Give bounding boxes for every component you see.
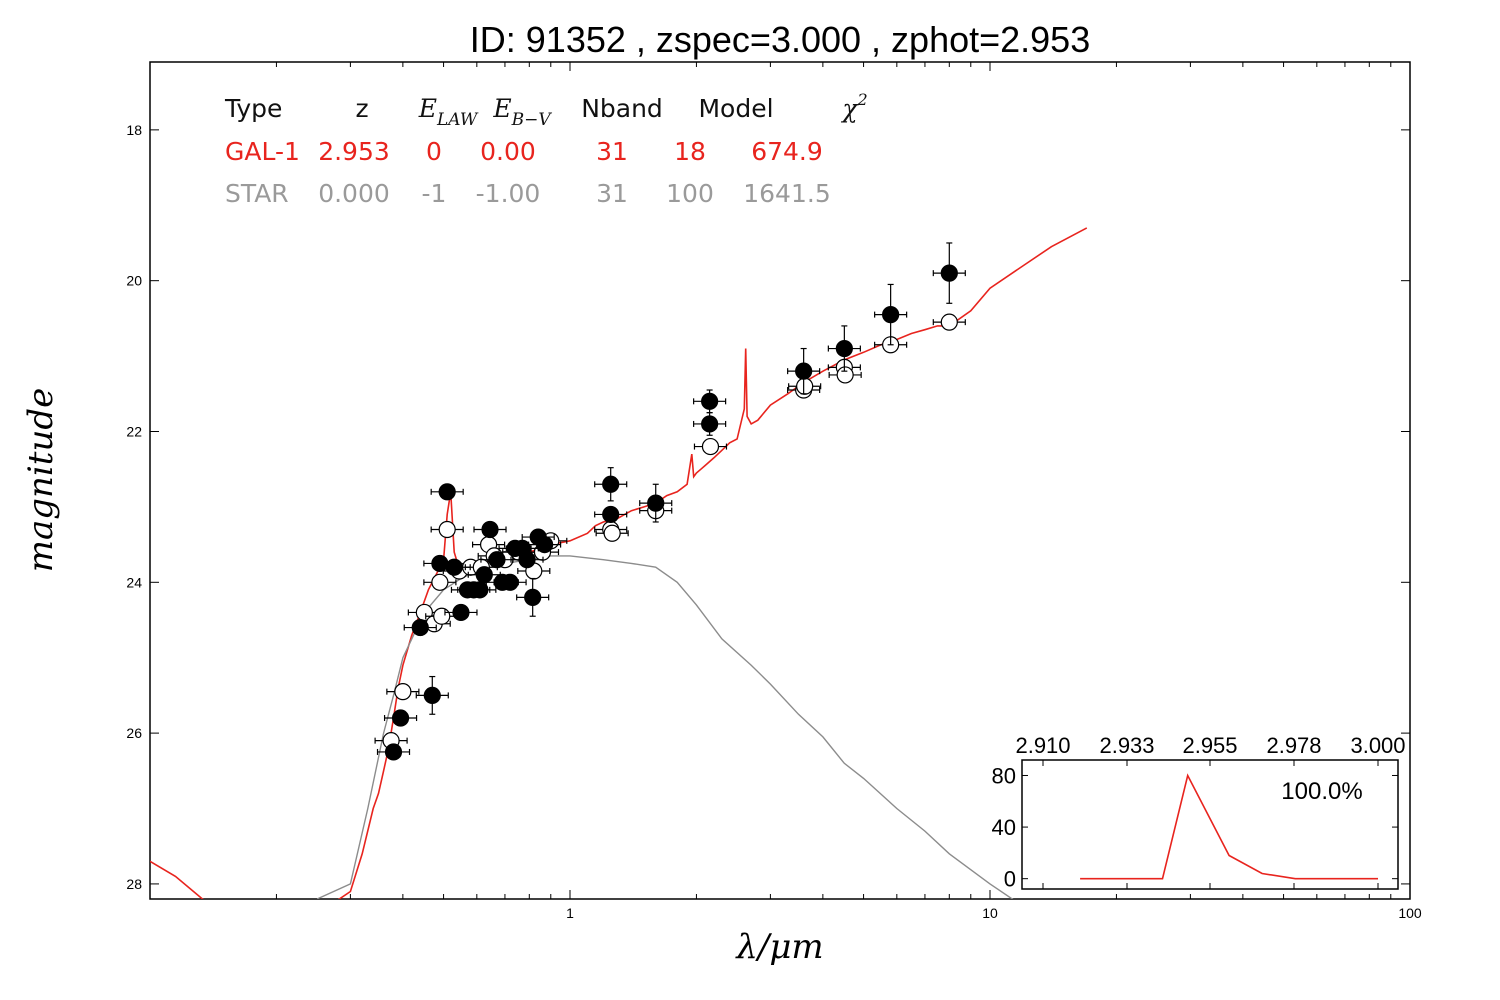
x-tick-label: 10 [982,905,998,921]
table-cell: 0 [426,137,442,166]
table-cell: 674.9 [751,137,823,166]
inset-y-tick-label: 0 [1004,867,1016,892]
table-header-cell: z [355,94,368,123]
model-flux-point [431,573,449,591]
observed-flux-point [524,588,542,606]
observed-flux-point [501,573,519,591]
observed-flux-point [471,581,489,599]
table-header-cell: Type [224,94,282,123]
pdz-curve [1080,773,1378,880]
observed-flux-point [795,362,813,380]
x-axis-label: λ/μm [734,927,823,967]
model-flux-point [701,437,720,456]
model-flux-point [433,607,451,625]
x-tick-label: 100 [1398,905,1422,921]
observed-flux-point [535,535,554,554]
inset-x-tick-label: 2.910 [1015,733,1070,758]
model-flux-point [438,520,456,539]
table-cell: 100 [666,179,714,208]
y-tick-label: 24 [126,574,142,590]
inset-x-tick-label: 2.955 [1182,733,1237,758]
y-tick-label: 28 [126,876,142,892]
x-tick-label: 1 [566,905,574,921]
table-cell: 1641.5 [743,179,830,208]
galaxy-model-line [150,227,1088,899]
axis-ticks: 1 10 100 18 20 22 24 26 28 [126,62,1422,921]
pdz-inset: 2.910 2.933 2.955 2.978 3.000 0 40 80 100.0% [992,733,1406,892]
table-cell: 18 [674,137,706,166]
table-cell: STAR [225,179,289,208]
observed-flux-point [701,415,719,433]
model-flux-point [796,377,814,395]
inset-x-tick-label: 3.000 [1350,733,1405,758]
observed-flux-point [391,709,410,727]
observed-flux-point [602,505,620,524]
observed-flux-point [475,566,493,584]
observed-flux-point [488,551,506,569]
model-flux-point [940,313,958,331]
observed-flux-point [835,339,853,358]
observed-flux-point [518,551,536,569]
observed-flux-point [940,264,958,282]
observed-flux-point [411,618,429,637]
y-tick-label: 22 [126,423,142,439]
observed-flux-point [423,686,441,705]
inset-y-tick-label: 80 [992,763,1016,788]
y-tick-label: 18 [126,122,142,138]
table-cell: GAL-1 [225,137,300,166]
table-header-cell: EB−V [492,94,552,130]
table-header-cell: Model [698,94,773,123]
table-cell: 2.953 [318,137,390,166]
y-tick-label: 20 [126,273,142,289]
model-curves [150,227,1088,899]
table-header-cell: ELAW [418,94,479,130]
observed-flux-point [701,392,719,410]
y-tick-label: 26 [126,725,142,741]
inset-frame [1021,759,1399,890]
model-flux-point [394,683,412,701]
plot-frame [149,61,1411,900]
observed-flux-point [445,558,463,576]
observed-flux-point [431,554,449,573]
table-header-cell: χ2 [840,90,867,123]
inset-y-tick-label: 40 [992,815,1016,840]
chart-title: ID: 91352 , zspec=3.000 , zphot=2.953 [470,19,1090,60]
table-header-cell: Nband [581,94,663,123]
fit-table: Type z ELAW EB−V Nband Model χ2 GAL-1 2.953 0 0.00… [224,90,868,208]
table-cell: -1.00 [476,179,541,208]
model-flux-point [603,524,621,542]
observed-flux-point [438,483,456,501]
photometry-points [374,242,966,761]
observed-flux-point [481,520,499,539]
model-flux-point [836,366,854,384]
pdz-probability-label: 100.0% [1281,778,1362,805]
observed-flux-point [882,306,900,324]
table-cell: 31 [596,179,628,208]
inset-x-tick-label: 2.933 [1099,733,1154,758]
observed-flux-point [384,743,403,761]
inset-x-tick-label: 2.978 [1266,733,1321,758]
star-model-line [316,555,1014,899]
table-cell: 31 [596,137,628,166]
y-axis-label: magnitude [21,388,61,573]
table-cell: 0.00 [480,137,536,166]
table-cell: 0.000 [318,179,390,208]
table-cell: -1 [422,179,447,208]
observed-flux-point [452,603,470,622]
observed-flux-point [602,475,620,493]
observed-flux-point [647,494,665,512]
